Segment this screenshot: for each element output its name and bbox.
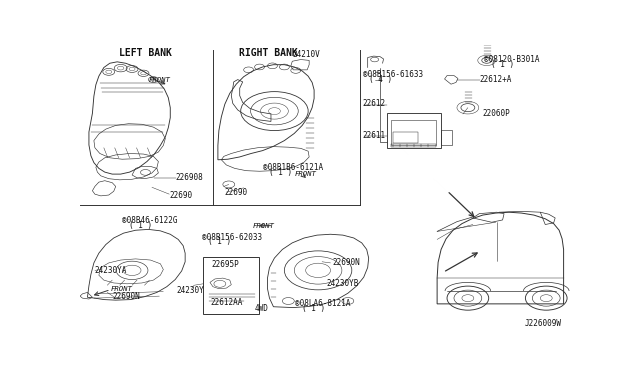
Text: ®08B1B6-6121A: ®08B1B6-6121A [262, 163, 323, 172]
Text: 22690N: 22690N [112, 292, 140, 301]
Text: ( 1 ): ( 1 ) [269, 168, 292, 177]
Text: 22690: 22690 [169, 190, 193, 199]
Text: ( 1 ): ( 1 ) [491, 60, 514, 69]
Text: 22611: 22611 [363, 131, 386, 140]
Text: ( 1 ): ( 1 ) [208, 237, 231, 247]
Text: ( 1 ): ( 1 ) [129, 221, 152, 230]
Text: ®08B46-6122G: ®08B46-6122G [122, 216, 178, 225]
Text: 24210V: 24210V [292, 50, 320, 59]
Text: FRONT: FRONT [111, 286, 132, 292]
Text: FRONT: FRONT [148, 77, 170, 83]
Bar [392, 144, 436, 147]
Bar [203, 257, 259, 314]
Text: J226009W: J226009W [525, 318, 562, 328]
Bar [387, 113, 441, 148]
Text: ( 1 ): ( 1 ) [301, 304, 325, 313]
Text: 22690N: 22690N [332, 259, 360, 267]
Text: 226908: 226908 [176, 173, 204, 182]
Text: ®08B156-62033: ®08B156-62033 [202, 232, 262, 242]
Text: RIGHT BANK: RIGHT BANK [239, 48, 298, 58]
Text: FRONT: FRONT [294, 171, 316, 177]
Text: 22695P: 22695P [211, 260, 239, 269]
Text: ®08LA6-8121A: ®08LA6-8121A [295, 299, 351, 308]
Text: FRONT: FRONT [253, 223, 275, 229]
Text: 22612: 22612 [363, 99, 386, 108]
Text: ®08B156-61633: ®08B156-61633 [363, 70, 423, 79]
Text: 24230Y: 24230Y [177, 286, 204, 295]
Text: 24230YA: 24230YA [95, 266, 127, 275]
Bar [394, 132, 419, 144]
Text: 22612AA: 22612AA [210, 298, 243, 307]
Text: LEFT BANK: LEFT BANK [119, 48, 172, 58]
Text: 22690: 22690 [225, 187, 248, 197]
Text: ®08120-B301A: ®08120-B301A [484, 55, 540, 64]
Text: 22060P: 22060P [483, 109, 511, 118]
Text: 4WD: 4WD [255, 304, 268, 313]
Bar [392, 120, 436, 145]
Bar [441, 130, 452, 145]
Text: ( 4 ): ( 4 ) [369, 75, 392, 84]
Text: 24230YB: 24230YB [326, 279, 358, 288]
Text: 22612+A: 22612+A [479, 74, 511, 83]
